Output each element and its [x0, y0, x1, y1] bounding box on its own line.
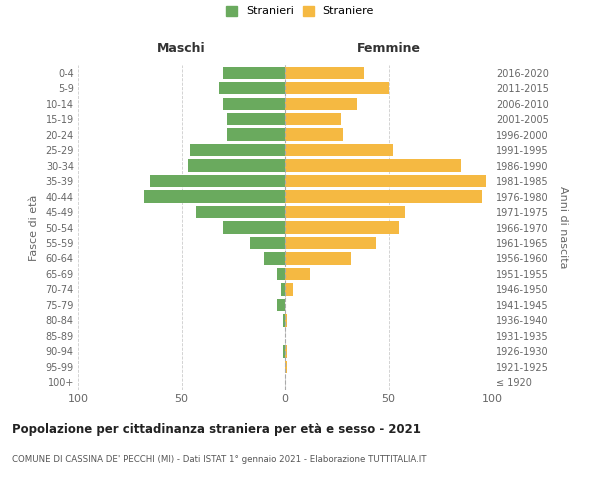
Bar	[265, 252, 285, 264]
Bar	[219, 82, 285, 94]
Bar	[196, 206, 285, 218]
Bar	[285, 283, 293, 296]
Text: Femmine: Femmine	[356, 42, 421, 55]
Bar	[223, 222, 285, 234]
Bar	[144, 190, 285, 202]
Bar	[151, 175, 285, 188]
Text: Maschi: Maschi	[157, 42, 206, 55]
Bar	[285, 237, 376, 249]
Bar	[285, 144, 392, 156]
Bar	[283, 314, 285, 326]
Bar	[285, 66, 364, 79]
Bar	[285, 206, 405, 218]
Bar	[285, 222, 399, 234]
Bar	[285, 268, 310, 280]
Y-axis label: Anni di nascita: Anni di nascita	[559, 186, 568, 269]
Bar	[281, 283, 285, 296]
Y-axis label: Fasce di età: Fasce di età	[29, 194, 38, 260]
Bar	[285, 345, 287, 358]
Bar	[227, 128, 285, 141]
Bar	[283, 345, 285, 358]
Bar	[188, 160, 285, 172]
Bar	[227, 113, 285, 126]
Bar	[285, 98, 358, 110]
Bar	[250, 237, 285, 249]
Bar	[223, 98, 285, 110]
Bar	[285, 175, 486, 188]
Bar	[285, 128, 343, 141]
Legend: Stranieri, Straniere: Stranieri, Straniere	[226, 6, 374, 16]
Bar	[223, 66, 285, 79]
Bar	[285, 82, 389, 94]
Bar	[190, 144, 285, 156]
Bar	[285, 190, 482, 202]
Bar	[277, 298, 285, 311]
Text: Popolazione per cittadinanza straniera per età e sesso - 2021: Popolazione per cittadinanza straniera p…	[12, 422, 421, 436]
Bar	[285, 360, 287, 373]
Bar	[285, 314, 287, 326]
Bar	[285, 252, 351, 264]
Text: COMUNE DI CASSINA DE' PECCHI (MI) - Dati ISTAT 1° gennaio 2021 - Elaborazione TU: COMUNE DI CASSINA DE' PECCHI (MI) - Dati…	[12, 455, 427, 464]
Bar	[277, 268, 285, 280]
Bar	[285, 160, 461, 172]
Bar	[285, 113, 341, 126]
